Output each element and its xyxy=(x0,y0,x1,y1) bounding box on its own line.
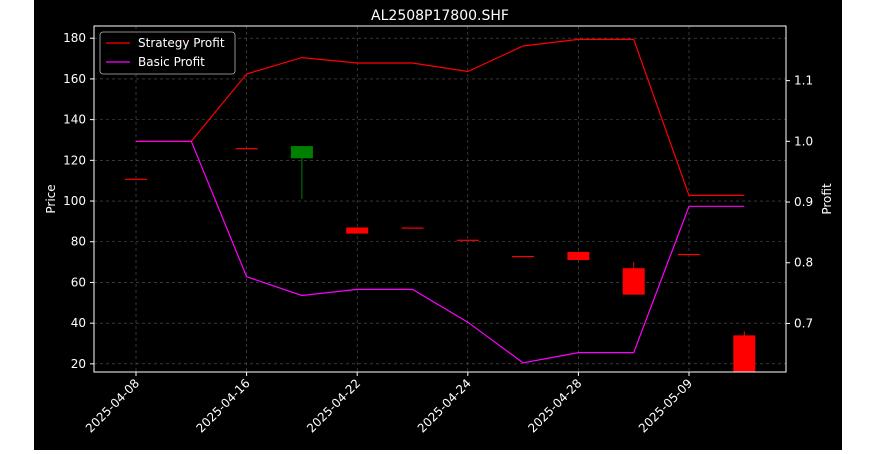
y-tick-label: 80 xyxy=(71,235,86,249)
legend-label: Strategy Profit xyxy=(138,36,225,50)
candle xyxy=(290,146,313,199)
y-tick-label: 60 xyxy=(71,275,86,289)
legend-box xyxy=(99,31,236,75)
candle xyxy=(622,262,645,295)
candle-body xyxy=(346,227,369,234)
y2-tick-label: 0.9 xyxy=(794,195,813,209)
candle xyxy=(346,227,369,234)
chart-title: AL2508P17800.SHF xyxy=(371,8,509,24)
candle xyxy=(235,148,258,150)
candle-body xyxy=(290,146,313,159)
candle xyxy=(567,251,590,261)
candle-body xyxy=(622,268,645,295)
candle-body xyxy=(125,178,147,180)
y2-tick-label: 1.0 xyxy=(794,134,813,148)
candle xyxy=(678,253,700,256)
y2-axis-label: Profit xyxy=(820,183,834,215)
y2-tick-label: 1.1 xyxy=(794,74,813,88)
y-tick-label: 100 xyxy=(63,194,86,208)
y2-tick-label: 0.7 xyxy=(794,316,813,330)
candle-body xyxy=(235,148,258,150)
y-tick-label: 40 xyxy=(71,316,86,330)
y-axis-label: Price xyxy=(44,184,58,213)
y-tick-label: 160 xyxy=(63,72,86,86)
candle xyxy=(401,227,424,229)
candle-body xyxy=(567,251,590,261)
candle-body xyxy=(678,253,700,256)
legend: Strategy Profit Basic Profit xyxy=(99,31,236,75)
figure-background xyxy=(34,0,842,450)
y-tick-label: 180 xyxy=(63,31,86,45)
candle-body xyxy=(401,227,424,229)
candle-body xyxy=(733,335,756,372)
profit-lines xyxy=(136,38,745,364)
candle-body xyxy=(456,239,479,241)
y-axis-left: 20 40 60 80 100 120 140 160 180 xyxy=(63,31,94,371)
y-tick-label: 20 xyxy=(71,357,86,371)
legend-label: Basic Profit xyxy=(138,55,205,69)
y2-tick-label: 0.8 xyxy=(794,256,813,270)
candle xyxy=(456,239,479,241)
y-axis-right: 0.7 0.8 0.9 1.0 1.1 xyxy=(786,74,813,330)
series-line xyxy=(136,38,745,196)
y-tick-label: 120 xyxy=(63,153,86,167)
plot-frame xyxy=(93,25,787,373)
candle xyxy=(512,255,535,258)
candle xyxy=(733,331,756,372)
y-tick-label: 140 xyxy=(63,113,86,127)
candlesticks xyxy=(125,38,756,372)
series-line xyxy=(136,140,745,364)
candle-body xyxy=(512,255,535,258)
candle xyxy=(125,178,147,180)
